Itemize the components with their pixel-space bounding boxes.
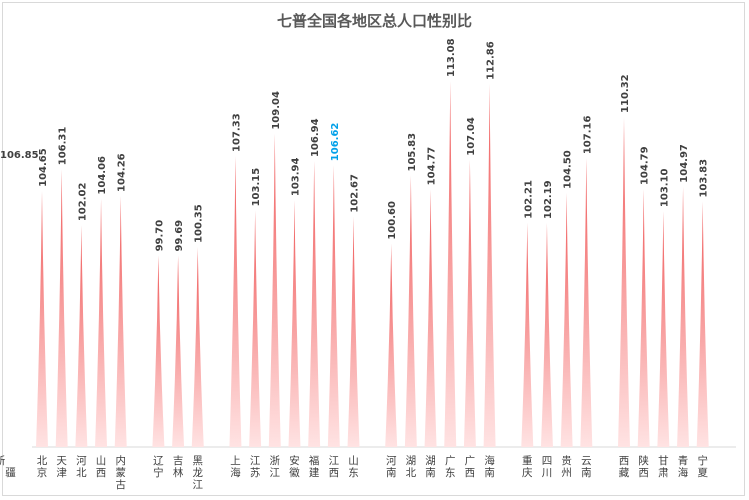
category-label: 青海	[678, 454, 689, 479]
data-label: 106.85	[0, 150, 39, 161]
bar	[580, 158, 593, 447]
data-label: 102.21	[523, 180, 534, 219]
bar	[560, 192, 573, 447]
data-label: 100.35	[194, 204, 205, 243]
data-label: 106.62	[330, 123, 341, 162]
category-label: 云南	[581, 455, 592, 479]
data-label: 104.26	[117, 153, 128, 192]
category-label: 四川	[542, 455, 553, 479]
bar	[152, 255, 165, 447]
data-label: 99.69	[174, 220, 185, 252]
category-label: 贵州	[561, 454, 572, 479]
category-label: 西藏	[619, 455, 630, 479]
data-label: 102.02	[77, 183, 88, 222]
bar	[677, 186, 690, 447]
bar	[75, 225, 88, 447]
data-label: 102.19	[543, 180, 554, 219]
bar	[55, 169, 68, 447]
category-label: 上海	[230, 455, 241, 479]
category-label: 黑龙江	[193, 455, 204, 491]
data-label: 99.70	[154, 220, 165, 252]
category-label: 广东	[445, 455, 456, 479]
bar	[521, 222, 534, 447]
bar	[385, 243, 398, 447]
data-label: 109.04	[271, 91, 282, 130]
category-label: 北京	[37, 455, 48, 479]
data-label: 106.94	[310, 118, 321, 157]
data-label: 103.83	[699, 159, 710, 198]
data-label: 104.79	[640, 146, 651, 185]
data-label: 103.94	[290, 157, 301, 196]
category-label: 江苏	[250, 455, 261, 479]
bar	[95, 198, 108, 447]
category-label: 新疆	[0, 454, 16, 479]
bar	[36, 190, 48, 447]
data-label: 102.67	[350, 174, 361, 213]
bar	[404, 175, 417, 447]
bar	[618, 116, 630, 448]
data-label: 100.60	[387, 201, 398, 240]
category-label: 吉林	[173, 455, 184, 479]
category-label: 内蒙古	[115, 454, 126, 491]
category-label: 广西	[465, 455, 476, 479]
bar	[657, 211, 670, 447]
data-label: 112.86	[486, 41, 497, 80]
category-label: 河南	[386, 455, 397, 479]
data-label: 110.32	[620, 74, 631, 113]
category-label: 天津	[56, 455, 67, 479]
category-label: 福建	[309, 454, 320, 479]
bar	[191, 246, 204, 447]
category-label: 山东	[348, 455, 359, 479]
data-label: 107.16	[582, 116, 593, 155]
bar	[172, 255, 185, 447]
bar	[327, 165, 340, 447]
bar	[288, 200, 301, 447]
bar	[444, 80, 457, 447]
bar	[249, 210, 262, 447]
category-label: 江西	[329, 455, 340, 479]
category-label: 陕西	[638, 454, 649, 479]
data-label: 107.33	[231, 113, 242, 152]
bar	[424, 189, 437, 447]
category-label: 湖北	[406, 455, 417, 479]
data-label: 103.10	[659, 168, 670, 207]
bar	[637, 189, 650, 447]
category-label: 河北	[76, 455, 87, 479]
data-label: 113.08	[446, 38, 457, 77]
data-label: 104.97	[679, 144, 690, 183]
data-label: 104.77	[427, 147, 438, 186]
bar	[540, 222, 553, 447]
bar	[308, 161, 321, 448]
chart-title: 七普全国各地区总人口性别比	[276, 12, 472, 30]
category-label: 安徽	[289, 454, 300, 479]
data-label: 104.50	[563, 150, 574, 189]
bar	[347, 216, 360, 447]
data-label: 107.04	[466, 117, 477, 156]
data-label: 106.31	[58, 127, 69, 166]
category-label: 山西	[96, 455, 107, 479]
bar	[229, 155, 242, 447]
data-label: 103.15	[251, 168, 262, 207]
data-label: 104.06	[97, 156, 108, 195]
category-label: 重庆	[522, 454, 533, 479]
category-label: 浙江	[270, 455, 281, 479]
bar	[463, 159, 476, 447]
bar	[114, 195, 127, 447]
data-label: 105.83	[407, 133, 418, 172]
bar	[483, 83, 496, 447]
category-label: 湖南	[425, 455, 436, 479]
category-label: 海南	[484, 454, 495, 479]
bar	[696, 201, 709, 447]
category-label: 宁夏	[697, 454, 708, 479]
category-label: 辽宁	[153, 455, 164, 479]
bar	[268, 133, 281, 447]
data-label: 104.65	[38, 148, 49, 187]
category-label: 甘肃	[658, 454, 669, 479]
